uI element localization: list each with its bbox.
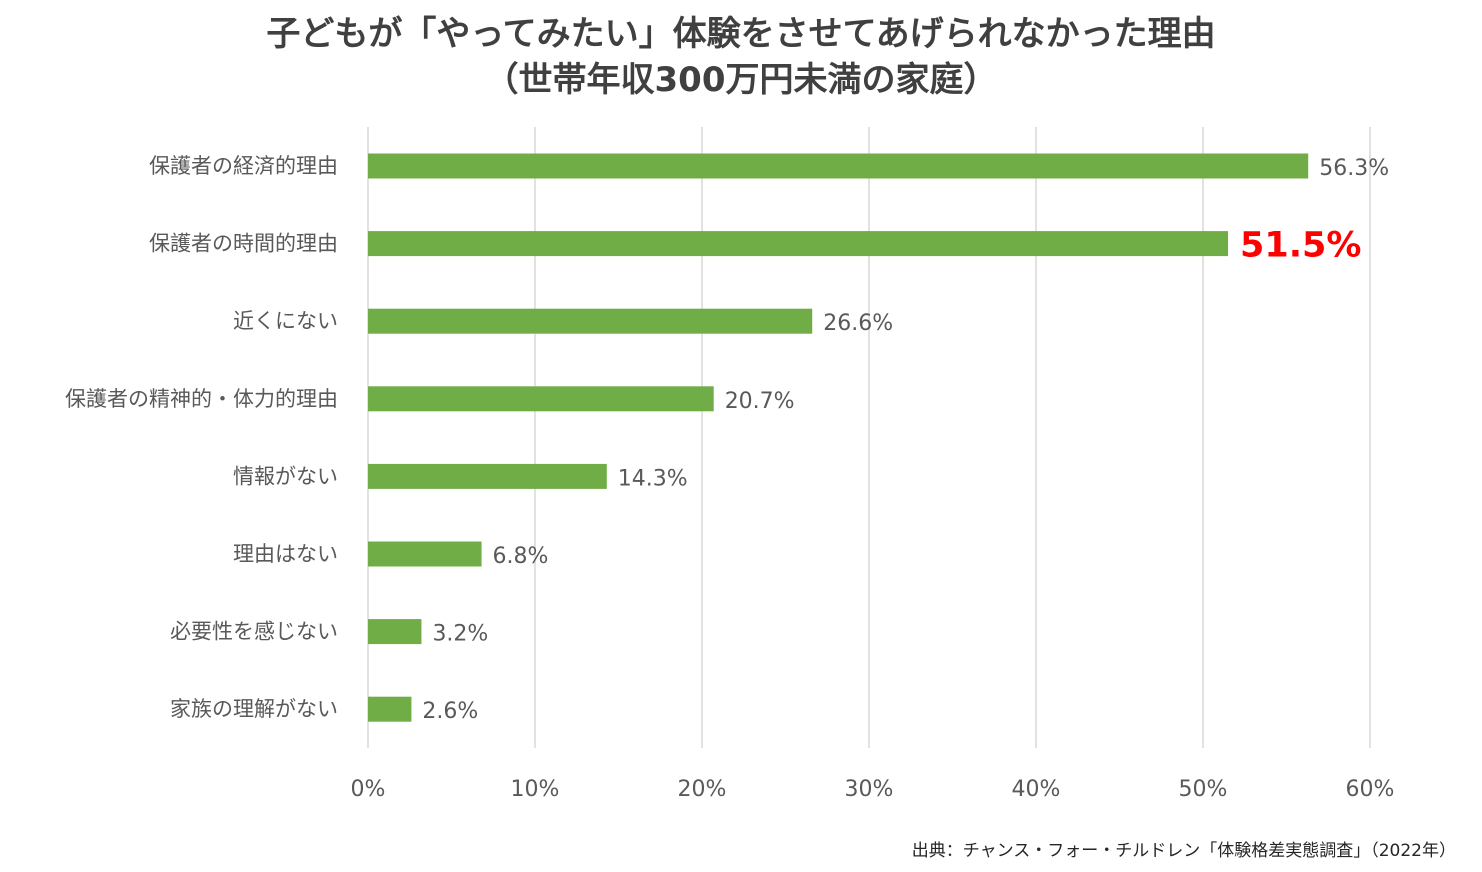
- category-label: 理由はない: [233, 542, 338, 566]
- category-label: 保護者の精神的・体力的理由: [65, 387, 338, 411]
- bar: [368, 153, 1309, 179]
- bar: [368, 541, 482, 567]
- x-tick-label: 30%: [845, 777, 894, 802]
- chart-subtitle: （世帯年収300万円未満の家庭）: [484, 60, 998, 100]
- labels: 0% 10% 20% 30% 40% 50% 60% 保護者の経済的理由 56.3% 保護者の時間…: [65, 154, 1394, 802]
- x-tick-label: 0%: [351, 777, 386, 802]
- x-tick-label: 10%: [511, 777, 560, 802]
- bar: [368, 619, 422, 645]
- value-label: 20.7%: [725, 389, 795, 414]
- value-label: 26.6%: [823, 311, 893, 336]
- value-label: 14.3%: [618, 466, 688, 491]
- value-label: 6.8%: [493, 544, 549, 569]
- bar: [368, 463, 607, 489]
- source-note: 出典：チャンス・フォー・チルドレン「体験格差実態調査」（2022年）: [911, 841, 1456, 861]
- bar: [368, 696, 412, 722]
- value-label: 2.6%: [422, 699, 478, 724]
- chart-title: 子どもが「やってみたい」体験をさせてあげられなかった理由: [266, 14, 1216, 54]
- category-label: 家族の理解がない: [170, 697, 338, 721]
- bar: [368, 386, 714, 412]
- category-label: 保護者の経済的理由: [149, 154, 338, 178]
- category-label: 近くにない: [233, 309, 338, 333]
- x-tick-label: 40%: [1012, 777, 1061, 802]
- category-label: 保護者の時間的理由: [149, 232, 338, 256]
- bar: [368, 231, 1229, 257]
- category-label: 情報がない: [233, 464, 338, 488]
- bars: [368, 153, 1309, 722]
- grid-lines: [367, 127, 1371, 748]
- highlight-value-label: 51.5%: [1240, 226, 1361, 266]
- x-tick-label: 50%: [1179, 777, 1228, 802]
- value-label: 56.3%: [1319, 156, 1389, 181]
- category-label: 必要性を感じない: [170, 620, 338, 644]
- x-tick-label: 20%: [678, 777, 727, 802]
- bar: [368, 308, 813, 334]
- value-label: 3.2%: [432, 622, 488, 647]
- x-tick-label: 60%: [1346, 777, 1395, 802]
